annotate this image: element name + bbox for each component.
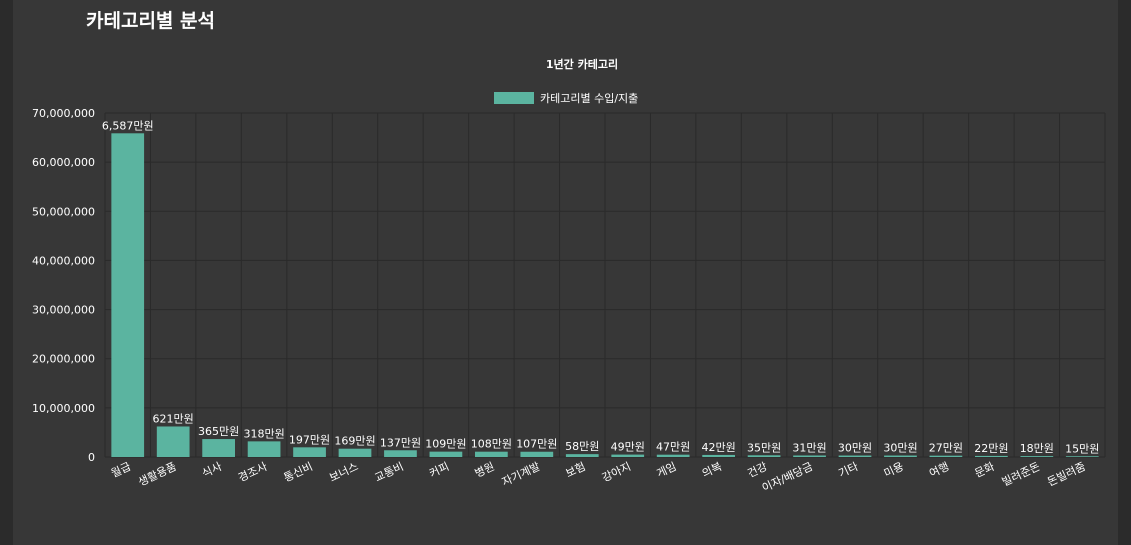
legend[interactable]: 카테고리별 수입/지출: [494, 92, 638, 105]
x-tick-label: 게임: [655, 460, 679, 480]
bar[interactable]: [747, 455, 781, 457]
bar[interactable]: [111, 133, 145, 457]
x-tick-label: 건강: [746, 460, 770, 480]
data-label: 107만원: [516, 438, 557, 451]
y-tick-label: 50,000,000: [32, 205, 95, 218]
x-tick-label: 병원: [473, 460, 497, 480]
x-tick-label: 강아지: [600, 460, 633, 485]
x-tick-label: 보너스: [327, 460, 360, 485]
data-label: 621만원: [153, 412, 194, 425]
x-tick-label: 경조사: [236, 460, 269, 485]
data-label: 35만원: [747, 441, 781, 454]
y-tick-label: 70,000,000: [32, 107, 95, 120]
x-tick-label: 의복: [700, 460, 724, 480]
data-label: 58만원: [565, 440, 599, 453]
x-tick-label: 빌려준돈: [1000, 460, 1042, 489]
data-label: 42만원: [702, 441, 736, 454]
bar[interactable]: [611, 454, 645, 457]
x-axis: 월급 생활용품 식사 경조사 통신비 보너스 교통비 커피 병원 자기계발 보험 강아지 게임 의복 건강이…: [109, 459, 1087, 495]
y-tick-label: 30,000,000: [32, 304, 95, 317]
bar[interactable]: [293, 447, 326, 457]
x-tick-label: 식사: [200, 460, 224, 480]
x-tick-label: 이자/배당금: [760, 460, 815, 495]
x-tick-label: 문화: [973, 460, 997, 480]
bar[interactable]: [884, 455, 917, 457]
y-tick-label: 20,000,000: [32, 353, 95, 366]
bar[interactable]: [565, 454, 599, 457]
bar[interactable]: [156, 426, 190, 457]
legend-label: 카테고리별 수입/지출: [540, 92, 638, 105]
bar[interactable]: [338, 448, 372, 457]
data-label: 109만원: [425, 438, 466, 451]
x-tick-label: 월급: [109, 460, 133, 480]
data-label: 137만원: [380, 436, 421, 449]
bar[interactable]: [475, 451, 508, 457]
x-tick-label: 자기계발: [500, 460, 542, 489]
x-tick-label: 커피: [427, 460, 451, 480]
data-label: 108만원: [471, 438, 512, 451]
bar[interactable]: [975, 455, 1008, 457]
chart-panel: [13, 0, 1118, 545]
grid-lines: [104, 112, 1106, 458]
bar[interactable]: [702, 454, 735, 457]
legend-swatch: [494, 92, 534, 104]
data-label: 31만원: [792, 441, 826, 454]
bar[interactable]: [838, 455, 872, 457]
y-tick-label: 0: [88, 451, 95, 464]
data-label: 18만원: [1020, 442, 1054, 455]
x-tick-label: 돈빌려줌: [1045, 460, 1087, 489]
bar[interactable]: [1065, 456, 1099, 457]
data-label: 47만원: [656, 441, 690, 454]
bar[interactable]: [793, 455, 826, 457]
bars: [111, 133, 1099, 457]
bar[interactable]: [384, 450, 417, 457]
bar[interactable]: [202, 439, 235, 457]
x-tick-label: 미용: [882, 460, 906, 480]
y-tick-label: 60,000,000: [32, 156, 95, 169]
data-label: 49만원: [611, 441, 645, 454]
bar[interactable]: [929, 455, 963, 457]
data-label: 22만원: [974, 442, 1008, 455]
data-label: 15만원: [1065, 442, 1099, 455]
bar[interactable]: [247, 441, 281, 457]
y-axis: 0 10,000,000 20,000,000 30,000,000 40,000,00…: [32, 107, 95, 464]
x-tick-label: 교통비: [373, 460, 406, 485]
data-label: 6,587만원: [102, 119, 154, 132]
data-label: 27만원: [929, 442, 963, 455]
data-label: 197만원: [289, 433, 330, 446]
data-labels: 6,587만원 621만원 365만원 318만원 197만원 169만원 137만원 109…: [102, 119, 1100, 455]
bar[interactable]: [429, 451, 463, 457]
x-tick-label: 기타: [836, 460, 860, 480]
chart-title: 1년간 카테고리: [546, 57, 618, 71]
data-label: 30만원: [883, 442, 917, 455]
bar[interactable]: [520, 451, 554, 457]
x-tick-label: 보험: [564, 460, 588, 480]
x-tick-label: 통신비: [282, 460, 315, 485]
x-tick-label: 여행: [927, 460, 951, 480]
bar[interactable]: [656, 454, 690, 457]
data-label: 365만원: [198, 425, 239, 438]
x-tick-label: 생활용품: [136, 459, 179, 489]
bar[interactable]: [1020, 456, 1054, 457]
data-label: 30만원: [838, 442, 872, 455]
y-tick-label: 10,000,000: [32, 402, 95, 415]
data-label: 169만원: [334, 435, 375, 448]
page-title: 카테고리별 분석: [86, 10, 215, 32]
y-tick-label: 40,000,000: [32, 254, 95, 267]
data-label: 318만원: [243, 427, 284, 440]
